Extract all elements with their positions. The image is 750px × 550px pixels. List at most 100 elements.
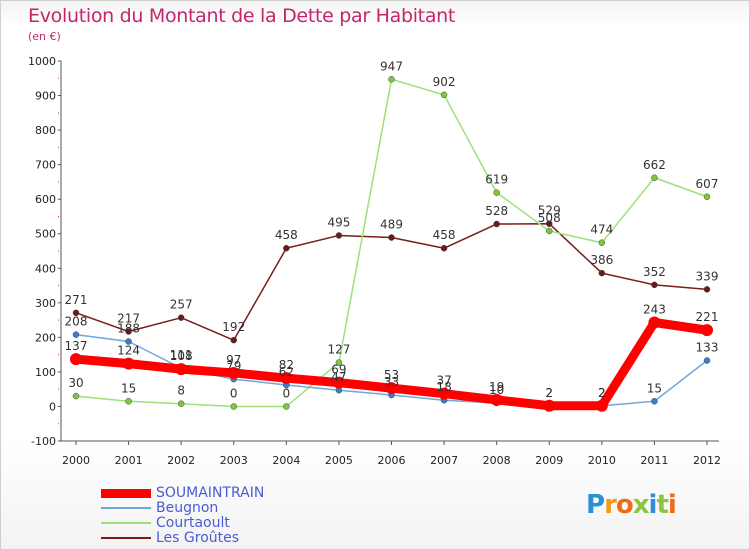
x-tick-label: 2001: [115, 454, 143, 467]
data-label-les-gro-tes: 528: [485, 204, 508, 218]
data-label-les-gro-tes: 217: [117, 311, 140, 325]
data-label-les-gro-tes: 352: [643, 265, 666, 279]
data-point-les-gro-tes: [546, 220, 553, 227]
data-label-soumaintrain: 124: [117, 344, 140, 358]
legend-item-courtaoult: Courtaoult: [101, 515, 361, 531]
data-point-soumaintrain: [332, 376, 345, 389]
data-point-les-gro-tes: [440, 244, 448, 252]
x-tick-label: 2011: [640, 454, 668, 467]
y-tick-label: 100: [35, 366, 56, 379]
data-label-courtaoult: 8: [177, 384, 185, 398]
data-point-soumaintrain: [280, 372, 293, 385]
data-label-les-gro-tes: 458: [275, 228, 298, 242]
logo-letter: i: [667, 490, 677, 520]
data-point-soumaintrain: [438, 387, 451, 400]
data-point-courtaoult: [388, 76, 395, 83]
data-label-soumaintrain: 69: [331, 363, 346, 377]
legend-label-les-groutes: Les Groûtes: [156, 530, 240, 546]
data-point-soumaintrain: [227, 366, 240, 379]
data-label-les-gro-tes: 339: [696, 269, 719, 283]
data-label-courtaoult: 30: [68, 376, 83, 390]
data-point-beugnon: [72, 331, 80, 338]
data-point-courtaoult: [335, 359, 343, 366]
x-tick-label: 2009: [535, 454, 563, 467]
data-label-courtaoult: 0: [283, 386, 291, 400]
logo-letter: i: [648, 490, 658, 520]
y-tick-label: 300: [35, 297, 56, 310]
data-label-courtaoult: 607: [696, 177, 719, 191]
y-tick-label: 800: [35, 124, 56, 137]
data-point-les-gro-tes: [493, 220, 500, 228]
data-point-soumaintrain: [595, 399, 608, 412]
logo-letter: o: [615, 490, 634, 520]
data-point-soumaintrain: [648, 316, 661, 329]
data-label-soumaintrain: 2: [545, 386, 553, 400]
data-point-les-gro-tes: [703, 286, 711, 293]
data-point-les-gro-tes: [651, 281, 658, 289]
data-point-les-gro-tes: [125, 328, 132, 335]
data-point-les-gro-tes: [335, 232, 343, 239]
data-label-les-gro-tes: 271: [65, 293, 88, 307]
data-label-beugnon: 10: [489, 383, 504, 397]
data-label-soumaintrain: 221: [696, 310, 719, 324]
data-label-beugnon: 188: [117, 322, 140, 336]
legend-label-soumaintrain: SOUMAINTRAIN: [156, 485, 265, 501]
x-tick-label: 2008: [483, 454, 511, 467]
data-label-soumaintrain: 53: [384, 368, 399, 382]
data-label-courtaoult: 474: [590, 223, 613, 237]
data-label-soumaintrain: 137: [65, 339, 88, 353]
data-point-les-gro-tes: [177, 314, 185, 321]
y-tick-label: 500: [35, 228, 56, 241]
y-tick-label: 1000: [28, 55, 56, 68]
data-label-les-gro-tes: 386: [590, 253, 613, 267]
legend: SOUMAINTRAIN Beugnon Courtaoult Les Groû…: [101, 485, 361, 546]
data-point-soumaintrain: [543, 399, 556, 412]
data-label-les-gro-tes: 495: [327, 215, 350, 229]
data-point-courtaoult: [72, 392, 80, 400]
data-label-les-gro-tes: 529: [538, 204, 561, 218]
x-tick-label: 2012: [693, 454, 721, 467]
data-label-beugnon: 2: [598, 386, 606, 400]
data-label-courtaoult: 0: [230, 386, 238, 400]
data-label-courtaoult: 902: [433, 75, 456, 89]
data-label-beugnon: 111: [170, 348, 193, 362]
chart-title: Evolution du Montant de la Dette par Hab…: [28, 5, 456, 27]
data-point-les-gro-tes: [598, 269, 606, 277]
data-label-beugnon: 18: [436, 380, 451, 394]
data-label-beugnon: 15: [647, 381, 662, 395]
data-label-beugnon: 62: [279, 365, 294, 379]
data-label-soumaintrain: 97: [226, 353, 241, 367]
series-line-les-gro-tes: [75, 222, 708, 341]
x-tick-label: 2002: [167, 454, 195, 467]
data-point-les-gro-tes: [72, 309, 80, 317]
data-label-courtaoult: 15: [121, 381, 136, 395]
data-point-soumaintrain: [385, 382, 398, 395]
data-point-beugnon: [703, 357, 711, 364]
x-tick-label: 2003: [220, 454, 248, 467]
legend-swatch-les-groutes: [101, 537, 151, 539]
legend-swatch-beugnon: [101, 507, 151, 509]
y-tick-label: 400: [35, 262, 56, 275]
data-point-courtaoult: [703, 193, 711, 201]
data-label-soumaintrain: 19: [489, 380, 504, 394]
data-label-beugnon: 47: [331, 370, 346, 384]
data-point-courtaoult: [651, 174, 658, 182]
data-point-soumaintrain: [701, 324, 713, 337]
data-point-courtaoult: [493, 189, 500, 196]
data-point-soumaintrain: [122, 357, 135, 370]
y-tick-label: 600: [35, 193, 56, 206]
legend-swatch-soumaintrain: [101, 488, 151, 498]
data-point-soumaintrain: [70, 353, 82, 366]
legend-label-courtaoult: Courtaoult: [156, 515, 230, 531]
logo-letter: P: [586, 490, 605, 520]
logo-letter: x: [632, 490, 650, 520]
data-label-beugnon: 79: [226, 359, 241, 373]
y-tick-label: 0: [49, 400, 56, 413]
legend-label-beugnon: Beugnon: [156, 500, 219, 516]
x-tick-label: 2005: [325, 454, 353, 467]
data-label-les-gro-tes: 458: [433, 228, 456, 242]
data-point-beugnon: [125, 338, 132, 345]
y-tick-label: 200: [35, 331, 56, 344]
data-label-les-gro-tes: 192: [222, 320, 245, 334]
